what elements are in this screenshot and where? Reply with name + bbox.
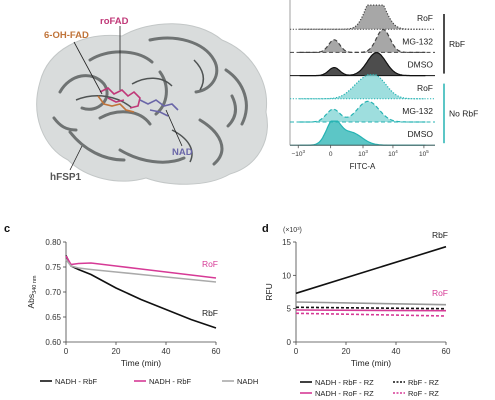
y-tick-label-4: 0.75 [45,263,61,272]
nad-ligand [139,99,179,117]
x-tick-label-3: 40 [392,347,401,356]
histogram-fill-3 [299,52,426,76]
series-line-1 [65,255,217,329]
histogram-fill-5 [299,101,426,122]
legend-label-2: NADH - RbF [149,377,192,386]
panel-d-chart: 0 5 10 15 0 20 40 60 Time (min) RbF RoF NADH - RbF … [264,227,451,398]
histogram-row-label-3: DMSO [408,60,434,70]
series-line-2 [295,309,447,312]
legend-label-1: NADH - RbF - RZ [315,378,374,387]
x-tick-label-3: 40 [162,347,171,356]
y-tick-label-5: 0.80 [45,238,61,247]
y-tick-label-3: 0.70 [45,288,61,297]
label-nad: NAD [172,147,193,158]
panel-a-structure: 6-OH-FAD roFAD NAD hFSP1 [36,16,268,185]
x-tick-label-1: 0 [64,347,69,356]
histogram-x-tick-label-1: −103 [291,149,305,158]
protein-ribbons [52,36,248,166]
label-hfsp1: hFSP1 [50,172,82,183]
protein-surface [36,23,268,185]
series-line-4 [295,312,447,317]
x-tick-label-4: 60 [212,347,221,356]
histogram-row-label-2: MG-132 [402,36,433,46]
x-axis-title: Time (min) [121,358,161,368]
annotation-2: RbF [202,308,218,318]
legend-label-3: NADH - RoF - RZ [315,389,374,398]
y-axis-title: RFU [264,283,274,300]
legend-label-3: NADH [237,377,258,386]
y-tick-label-4: 15 [282,238,291,247]
series-line-5 [295,301,447,306]
legend-label-2: RbF - RZ [408,378,439,387]
histogram-row-label-4: RoF [417,83,433,93]
oh-fad-pointer [73,41,103,95]
histogram-x-tick-label-4: 104 [388,149,398,158]
oh-fad-ligand [97,95,135,113]
label-rofad: roFAD [100,16,129,27]
y-tick-label-2: 0.65 [45,313,61,322]
y-tick-label-1: 0 [287,338,292,347]
series-line-3 [295,306,447,310]
y-tick-label-1: 0.60 [45,338,61,347]
histogram-x-axis-title: FITC-A [350,162,376,171]
series-line-3 [65,259,217,283]
hfsp1-pointer [69,145,83,171]
legend-label-1: NADH - RbF [55,377,98,386]
panel-b-histograms: RoF MG-132 DMSO RoF MG-132 DMSO RbF No RbF −103 0… [289,0,478,171]
x-tick-label-2: 20 [112,347,121,356]
annotation-1: RoF [202,259,218,269]
y-tick-label-2: 5 [287,305,292,314]
x-tick-label-4: 60 [442,347,451,356]
y-tick-label-3: 10 [282,271,291,280]
group-label-1: RbF [449,39,465,49]
histogram-x-tick-label-5: 105 [419,149,429,158]
y-axis-title: Abs340 nm [26,275,38,308]
x-axis-title: Time (min) [351,358,391,368]
histogram-row-label-5: MG-132 [402,106,433,116]
histogram-x-tick-label-2: 0 [329,151,333,158]
nad-pointer [165,109,183,147]
x-tick-label-1: 0 [294,347,299,356]
y-axis-multiplier: (×10³) [283,227,302,234]
histogram-fill-4 [299,74,426,99]
series-line-2 [65,255,217,279]
annotation-1: RbF [432,230,448,240]
group-label-2: No RbF [449,108,478,118]
series-line-1 [295,245,447,295]
annotation-2: RoF [432,288,448,298]
histogram-row-label-1: RoF [417,13,433,23]
histogram-fill-6 [299,121,426,146]
histogram-x-tick-label-3: 103 [358,149,368,158]
panel-c-chart: 0.60 0.65 0.70 0.75 0.80 0 20 40 60 Time (min) RoF… [26,238,258,386]
legend-label-4: RoF - RZ [408,389,439,398]
x-tick-label-2: 20 [342,347,351,356]
panel-letter-c: c [4,223,10,235]
histogram-outline-4 [299,74,426,100]
rofad-ligand [99,87,141,109]
panel-letter-d: d [262,223,269,235]
histogram-row-label-6: DMSO [408,129,434,139]
label-6-oh-fad: 6-OH-FAD [44,30,89,41]
